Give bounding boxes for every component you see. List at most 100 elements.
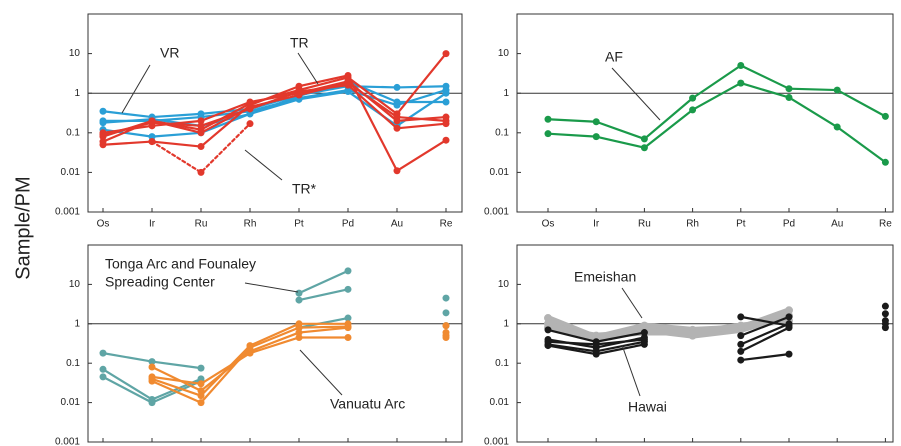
x-tick-label: Os bbox=[97, 219, 110, 230]
y-tick-label: 0.1 bbox=[66, 358, 80, 369]
data-point bbox=[881, 302, 889, 310]
data-point bbox=[544, 115, 552, 123]
series-line bbox=[297, 288, 350, 302]
data-point bbox=[640, 329, 648, 337]
annotation: TR* bbox=[292, 181, 317, 197]
y-tick-label: 10 bbox=[69, 48, 81, 59]
annotation-leader bbox=[299, 349, 343, 396]
x-tick-label: Ru bbox=[195, 219, 208, 230]
series-line bbox=[546, 64, 887, 141]
x-tick-label: Ir bbox=[149, 219, 156, 230]
data-point bbox=[148, 399, 156, 407]
y-tick-label: 0.01 bbox=[61, 167, 81, 178]
y-tick-label: 10 bbox=[69, 279, 81, 290]
data-point bbox=[148, 363, 156, 371]
y-tick-label: 1 bbox=[74, 88, 80, 99]
data-point bbox=[197, 143, 205, 151]
data-point bbox=[833, 86, 841, 94]
data-point bbox=[99, 138, 107, 146]
data-point bbox=[99, 349, 107, 357]
y-tick-label: 1 bbox=[74, 318, 80, 329]
data-point bbox=[99, 373, 107, 381]
data-point bbox=[295, 296, 303, 304]
x-tick-label: Pd bbox=[342, 219, 354, 230]
series-line bbox=[739, 322, 791, 346]
series-line bbox=[101, 81, 448, 143]
plot-frame bbox=[516, 13, 894, 213]
x-tick-label: Au bbox=[391, 219, 403, 230]
x-tick-label: Re bbox=[879, 219, 892, 230]
x-tick-label: Pd bbox=[783, 219, 795, 230]
annotation: Hawai bbox=[628, 399, 667, 415]
data-point bbox=[99, 365, 107, 373]
data-point bbox=[197, 168, 205, 176]
series-line bbox=[101, 80, 448, 138]
data-point bbox=[592, 350, 600, 358]
annotation-leader bbox=[621, 287, 643, 319]
data-point bbox=[99, 107, 107, 115]
annotation-leader bbox=[244, 149, 283, 181]
annotation: Vanuatu Arc bbox=[330, 396, 405, 412]
x-tick-label: Au bbox=[831, 219, 843, 230]
data-point bbox=[197, 129, 205, 137]
data-point bbox=[442, 136, 450, 144]
series-line bbox=[545, 317, 792, 339]
x-tick-label: Ru bbox=[638, 219, 651, 230]
data-point bbox=[544, 314, 552, 323]
y-tick-label: 0.001 bbox=[484, 207, 509, 218]
plot-frame bbox=[87, 244, 463, 443]
y-tick-label: 10 bbox=[498, 279, 510, 290]
data-point bbox=[197, 387, 205, 395]
annotation-leader bbox=[621, 344, 641, 397]
data-point bbox=[344, 267, 352, 275]
data-point bbox=[785, 93, 793, 101]
data-point bbox=[442, 294, 450, 302]
data-point bbox=[148, 117, 156, 125]
annotation: Spreading Center bbox=[105, 274, 215, 290]
plot-frame bbox=[87, 13, 463, 213]
series-line bbox=[739, 315, 791, 337]
annotation: AF bbox=[605, 49, 623, 65]
data-point bbox=[246, 110, 254, 118]
data-point bbox=[737, 62, 745, 70]
data-point bbox=[99, 131, 107, 139]
x-tick-label: Rh bbox=[244, 219, 257, 230]
data-point bbox=[592, 118, 600, 126]
y-axis-label: Sample/PM bbox=[12, 176, 34, 279]
data-point bbox=[393, 83, 401, 91]
data-point bbox=[737, 332, 745, 340]
series-line bbox=[101, 80, 448, 134]
y-tick-label: 0.01 bbox=[61, 397, 81, 408]
annotation-leader bbox=[244, 282, 299, 293]
data-point bbox=[737, 79, 745, 87]
data-point bbox=[148, 373, 156, 381]
data-point bbox=[881, 324, 889, 332]
data-point bbox=[737, 313, 745, 321]
data-point bbox=[197, 364, 205, 372]
data-point bbox=[785, 350, 793, 358]
series-line bbox=[150, 322, 350, 397]
data-point bbox=[442, 98, 450, 106]
annotation-leader bbox=[297, 52, 319, 85]
y-tick-label: 0.1 bbox=[66, 127, 80, 138]
series-line bbox=[739, 315, 791, 327]
annotation: TR bbox=[290, 35, 309, 51]
data-point bbox=[640, 340, 648, 348]
data-point bbox=[442, 50, 450, 58]
data-point bbox=[197, 117, 205, 125]
data-point bbox=[393, 113, 401, 121]
data-point bbox=[442, 117, 450, 125]
x-tick-label: Rh bbox=[686, 219, 699, 230]
data-point bbox=[295, 329, 303, 337]
data-point bbox=[246, 103, 254, 111]
y-tick-label: 1 bbox=[503, 88, 509, 99]
series-line bbox=[546, 81, 887, 164]
data-point bbox=[197, 122, 205, 130]
data-point bbox=[344, 285, 352, 293]
data-point bbox=[344, 79, 352, 87]
data-point bbox=[544, 130, 552, 138]
data-point bbox=[393, 98, 401, 106]
data-point bbox=[592, 133, 600, 141]
data-point bbox=[640, 135, 648, 143]
data-point bbox=[442, 89, 450, 97]
